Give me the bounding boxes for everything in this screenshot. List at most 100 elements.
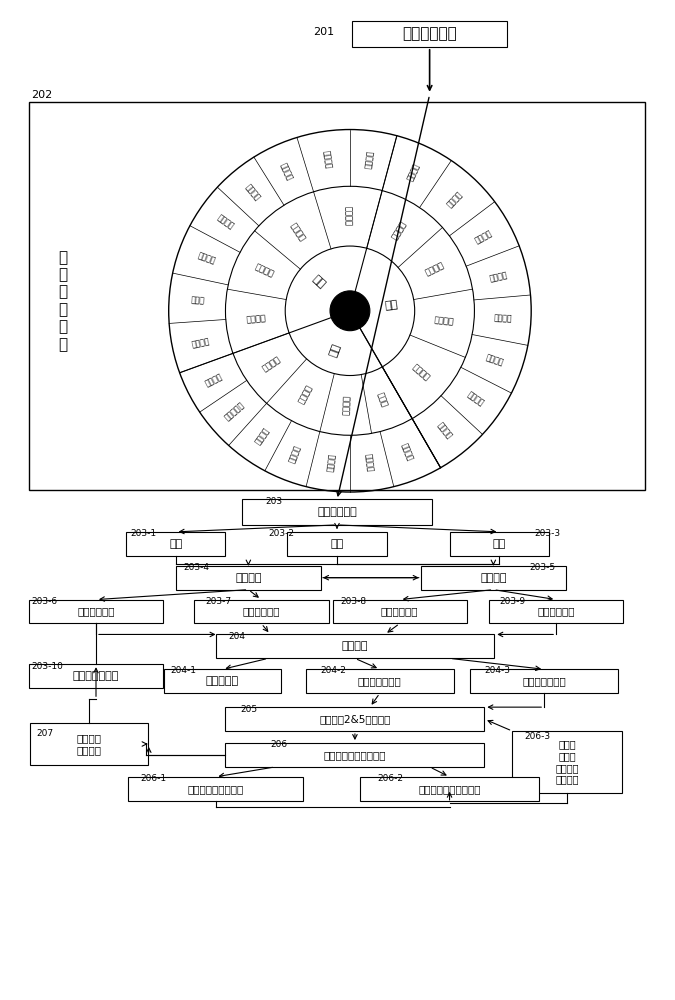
Text: 材艺构筑: 材艺构筑 xyxy=(279,161,294,182)
Text: 卢浮神韵: 卢浮神韵 xyxy=(342,395,352,415)
FancyBboxPatch shape xyxy=(242,499,431,525)
Text: 推敲灰调: 推敲灰调 xyxy=(446,190,465,210)
FancyBboxPatch shape xyxy=(470,669,618,693)
Text: 低档: 低档 xyxy=(493,539,506,549)
Text: 202: 202 xyxy=(31,90,53,100)
Text: 203-10: 203-10 xyxy=(31,662,63,671)
Text: 日式清晨: 日式清晨 xyxy=(215,213,236,231)
Text: 空间建造: 空间建造 xyxy=(364,149,375,169)
FancyBboxPatch shape xyxy=(225,707,485,731)
Text: 欧典香颂: 欧典香颂 xyxy=(253,262,275,279)
Text: 参观空间收集: 参观空间收集 xyxy=(537,607,575,617)
Text: 立体印象: 立体印象 xyxy=(390,219,408,241)
Text: 参观案例: 参观案例 xyxy=(480,573,507,583)
Text: 203-8: 203-8 xyxy=(340,597,366,606)
Text: 中华风韵: 中华风韵 xyxy=(244,183,262,203)
Text: 203-1: 203-1 xyxy=(131,529,157,538)
Text: 分享到
移动端
本地打印
邮件分享: 分享到 移动端 本地打印 邮件分享 xyxy=(556,740,578,784)
Text: 白色欧风: 白色欧风 xyxy=(253,426,271,446)
Text: 核心元素收集: 核心元素收集 xyxy=(77,607,115,617)
Text: 再次选择的空间和元素: 再次选择的空间和元素 xyxy=(418,784,481,794)
Text: 欧陆风情: 欧陆风情 xyxy=(288,221,307,243)
Text: 关联至品牌商城: 关联至品牌商城 xyxy=(73,671,119,681)
FancyBboxPatch shape xyxy=(287,532,387,556)
Text: 多彩生活: 多彩生活 xyxy=(473,228,494,245)
Text: 205: 205 xyxy=(240,705,258,714)
Text: 影像回忆: 影像回忆 xyxy=(321,150,333,169)
Text: 北美阳光: 北美阳光 xyxy=(196,251,217,266)
Text: 203-5: 203-5 xyxy=(529,563,556,572)
FancyBboxPatch shape xyxy=(225,743,485,767)
Text: 铂色经典: 铂色经典 xyxy=(493,314,512,324)
Text: 工业再造: 工业再造 xyxy=(406,161,421,182)
Text: 推荐的主题系列案例: 推荐的主题系列案例 xyxy=(188,784,244,794)
Text: 北之光: 北之光 xyxy=(375,391,389,408)
Text: 中档: 中档 xyxy=(330,539,344,549)
FancyBboxPatch shape xyxy=(29,600,163,623)
Text: 204-3: 204-3 xyxy=(485,666,510,675)
Text: 中式: 中式 xyxy=(329,343,342,358)
FancyBboxPatch shape xyxy=(29,102,645,490)
Text: 决策案例: 决策案例 xyxy=(235,573,262,583)
Text: 民居意象: 民居意象 xyxy=(245,314,266,324)
Text: 新装饰主义: 新装饰主义 xyxy=(223,400,246,422)
FancyBboxPatch shape xyxy=(306,669,454,693)
Text: 数据关联
项目清单: 数据关联 项目清单 xyxy=(76,733,101,755)
FancyBboxPatch shape xyxy=(489,600,623,623)
Text: 203-7: 203-7 xyxy=(206,597,232,606)
Text: 206-2: 206-2 xyxy=(378,774,404,783)
Text: 204-2: 204-2 xyxy=(320,666,346,675)
Text: 主题元素收集: 主题元素收集 xyxy=(242,607,280,617)
Text: 索菲亚: 索菲亚 xyxy=(190,295,205,305)
Text: 206-1: 206-1 xyxy=(141,774,167,783)
Text: 207: 207 xyxy=(36,729,53,738)
Text: 再次选择2&5元素逻辑: 再次选择2&5元素逻辑 xyxy=(319,714,391,724)
Text: 查看收集: 查看收集 xyxy=(342,641,368,651)
FancyBboxPatch shape xyxy=(176,566,321,590)
FancyBboxPatch shape xyxy=(164,669,281,693)
FancyBboxPatch shape xyxy=(421,566,566,590)
Text: 收集的空间: 收集的空间 xyxy=(206,676,239,686)
Text: 橡木庄园: 橡木庄园 xyxy=(190,336,211,349)
Text: 美洲阳光: 美洲阳光 xyxy=(203,372,224,388)
Text: 201: 201 xyxy=(313,27,335,37)
Text: 203-2: 203-2 xyxy=(268,529,294,538)
Text: 欧式田园: 欧式田园 xyxy=(288,443,302,464)
Text: 案例档次选择: 案例档次选择 xyxy=(317,507,357,517)
Text: 206: 206 xyxy=(270,740,288,749)
FancyBboxPatch shape xyxy=(450,532,549,556)
Text: 203: 203 xyxy=(265,497,282,506)
FancyBboxPatch shape xyxy=(215,634,494,658)
Text: 204: 204 xyxy=(228,632,246,641)
Text: 生成主题系列风格蓝图: 生成主题系列风格蓝图 xyxy=(324,750,386,760)
Text: 极简抽象: 极简抽象 xyxy=(484,353,505,368)
Text: 参观空间收集: 参观空间收集 xyxy=(381,607,418,617)
FancyBboxPatch shape xyxy=(512,731,622,793)
Text: 东南亚风: 东南亚风 xyxy=(400,442,415,463)
FancyBboxPatch shape xyxy=(333,600,467,623)
Text: 风格定位系统: 风格定位系统 xyxy=(402,26,457,41)
FancyBboxPatch shape xyxy=(360,777,539,801)
Text: 206-3: 206-3 xyxy=(524,732,550,741)
Text: 203-3: 203-3 xyxy=(534,529,560,538)
Text: 203-6: 203-6 xyxy=(31,597,57,606)
Text: 东南亚风: 东南亚风 xyxy=(297,383,314,405)
Text: 选
择
主
题
系
列: 选 择 主 题 系 列 xyxy=(59,250,68,352)
Text: 203-4: 203-4 xyxy=(184,563,210,572)
Text: 仿生数码: 仿生数码 xyxy=(465,389,485,407)
FancyBboxPatch shape xyxy=(128,777,302,801)
Circle shape xyxy=(330,291,370,331)
Text: 卢浮神韵: 卢浮神韵 xyxy=(363,453,374,472)
FancyBboxPatch shape xyxy=(194,600,329,623)
FancyBboxPatch shape xyxy=(30,723,148,765)
Text: 收集的核心元素: 收集的核心元素 xyxy=(358,676,402,686)
Text: 欧式: 欧式 xyxy=(310,274,327,290)
FancyBboxPatch shape xyxy=(352,21,507,47)
Text: 江南印象: 江南印象 xyxy=(261,354,282,373)
Text: 北美阳光: 北美阳光 xyxy=(344,206,353,226)
Text: 色彩天地: 色彩天地 xyxy=(424,261,446,278)
Text: 凡尔赛风: 凡尔赛风 xyxy=(326,453,337,472)
Text: 高档: 高档 xyxy=(169,539,182,549)
Text: 收集的主题元素: 收集的主题元素 xyxy=(522,676,566,686)
FancyBboxPatch shape xyxy=(126,532,225,556)
